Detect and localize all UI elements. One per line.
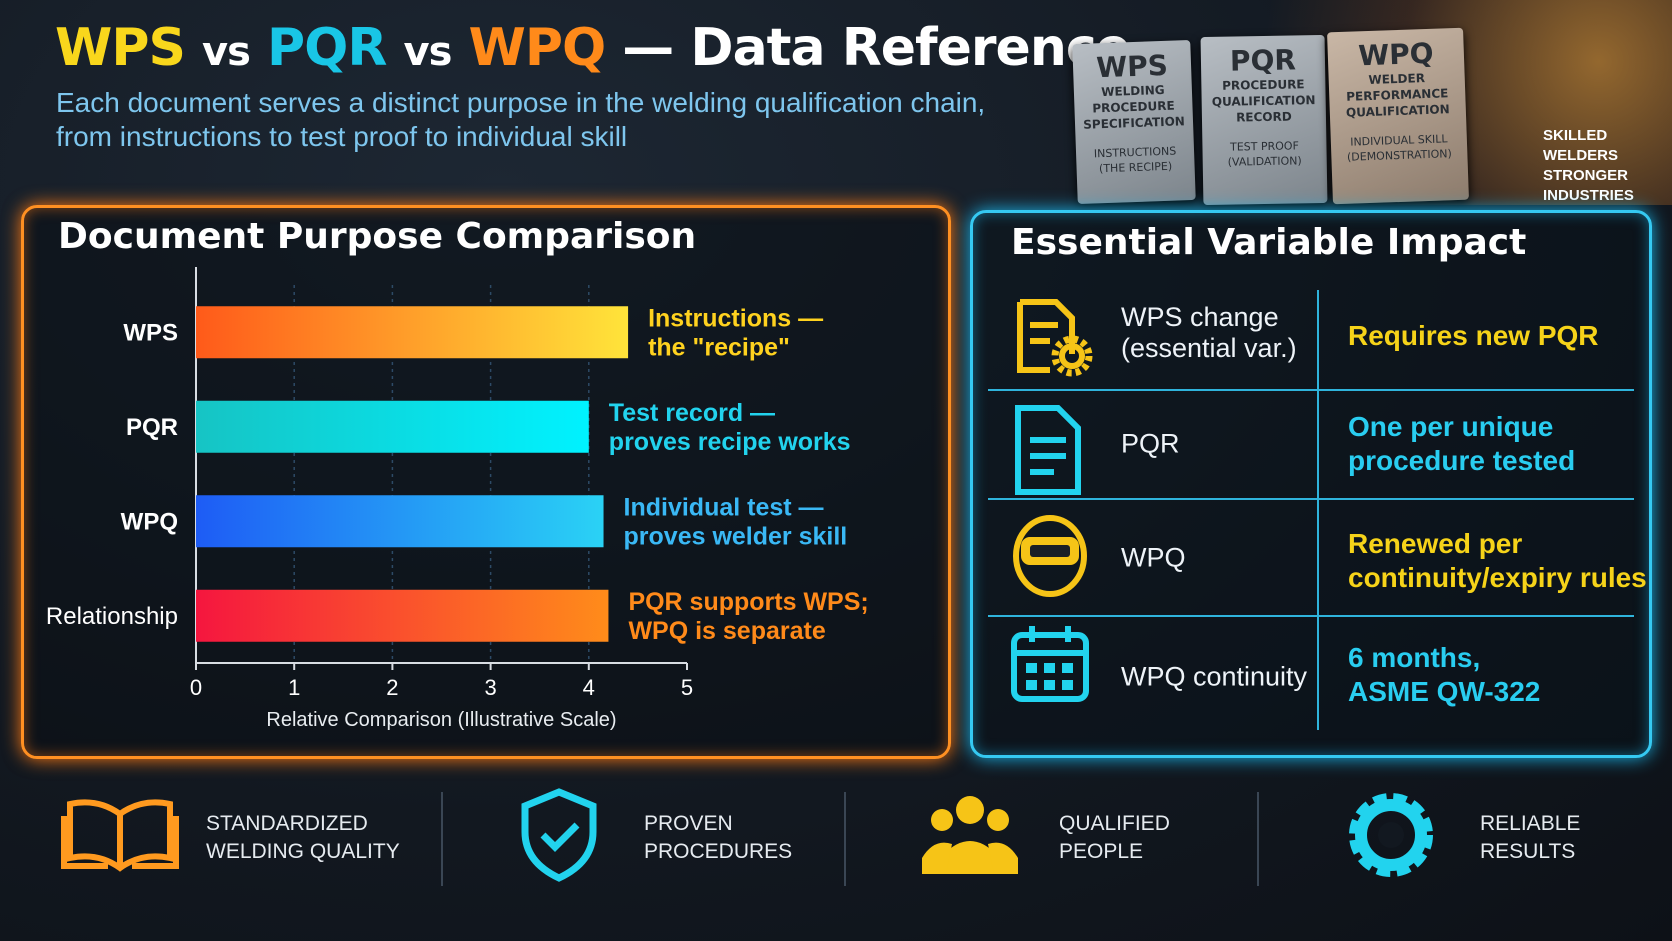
bar-annotation: the "recipe" bbox=[648, 333, 790, 361]
y-tick-label: PQR bbox=[126, 414, 178, 441]
effect-line: continuity/expiry rules bbox=[1348, 562, 1647, 593]
table-cell: WPQ bbox=[1121, 543, 1186, 574]
footer-line: PROCEDURES bbox=[644, 840, 793, 863]
effect-line: One per unique bbox=[1348, 411, 1554, 442]
shield-icon bbox=[521, 788, 597, 882]
title-part: PQR bbox=[267, 18, 387, 78]
bar-annotation: Test record — bbox=[609, 399, 775, 427]
footer-item: QUALIFIED PEOPLE bbox=[1059, 810, 1170, 866]
bar bbox=[196, 589, 609, 642]
plate-name: QUALIFICATION bbox=[1211, 93, 1316, 109]
table-effect: One per unique procedure tested bbox=[1348, 410, 1575, 478]
tagline-line: WELDERS bbox=[1543, 147, 1618, 164]
title: WPS vs PQR vs WPQ — Data Reference bbox=[55, 18, 1131, 78]
footer-line: PEOPLE bbox=[1059, 840, 1144, 863]
footer-line: WELDING QUALITY bbox=[206, 840, 400, 863]
x-tick-label: 1 bbox=[288, 675, 300, 700]
bar bbox=[196, 306, 629, 359]
effect-line: Renewed per bbox=[1348, 528, 1523, 559]
title-part: vs bbox=[403, 29, 453, 75]
book-icon bbox=[61, 799, 179, 872]
bar-annotation: WPQ is separate bbox=[628, 617, 825, 645]
tagline-line: SKILLED bbox=[1543, 127, 1608, 144]
footer-item: RELIABLE RESULTS bbox=[1480, 810, 1580, 866]
helmet-icon bbox=[1013, 515, 1087, 597]
x-axis-label: Relative Comparison (Illustrative Scale) bbox=[266, 709, 616, 731]
x-tick-label: 2 bbox=[386, 675, 398, 700]
table-effect: Requires new PQR bbox=[1348, 319, 1599, 353]
subtitle: Each document serves a distinct purpose … bbox=[56, 86, 1086, 154]
bar-annotation: proves recipe works bbox=[609, 428, 851, 456]
title-part: — Data Reference bbox=[622, 18, 1131, 78]
people-icon bbox=[922, 796, 1018, 874]
chart-panel bbox=[21, 205, 951, 759]
footer-line: RELIABLE bbox=[1480, 812, 1581, 835]
chart: 0 1 2 3 4 5 Relative Comparison (Illustrative … bbox=[46, 267, 869, 731]
effect-line: Requires new PQR bbox=[1348, 320, 1599, 351]
plate: WPS WELDING PROCEDURE SPECIFICATION INST… bbox=[1072, 39, 1196, 205]
tagline: SKILLED WELDERS STRONGER INDUSTRIES bbox=[1543, 126, 1634, 206]
plate-code: PQR bbox=[1229, 43, 1297, 78]
tagline-line: STRONGER bbox=[1543, 167, 1629, 184]
plate-name: RECORD bbox=[1236, 109, 1292, 125]
title-part: WPS bbox=[55, 18, 186, 78]
title-part: vs bbox=[202, 29, 251, 75]
table-cell: WPQ continuity bbox=[1121, 662, 1307, 693]
table-effect: 6 months, ASME QW-322 bbox=[1348, 641, 1540, 709]
chart-title: Document Purpose Comparison bbox=[58, 216, 697, 257]
subtitle-line: from instructions to test proof to indiv… bbox=[56, 121, 628, 152]
footer-line: PROVEN bbox=[644, 812, 733, 835]
x-tick-label: 4 bbox=[583, 675, 595, 700]
doc-gear-icon bbox=[1017, 299, 1093, 377]
bar bbox=[196, 495, 604, 548]
effect-line: 6 months, bbox=[1348, 642, 1481, 673]
bar-annotation: Individual test — bbox=[624, 493, 824, 521]
table-effect: Renewed per continuity/expiry rules bbox=[1348, 527, 1647, 595]
footer-line: STANDARDIZED bbox=[206, 812, 368, 835]
footer-item: STANDARDIZED WELDING QUALITY bbox=[206, 810, 400, 866]
footer-item: PROVEN PROCEDURES bbox=[644, 810, 792, 866]
document-icon bbox=[1015, 405, 1081, 495]
bar bbox=[196, 400, 589, 453]
cell-line: PQR bbox=[1121, 428, 1180, 459]
subtitle-line: Each document serves a distinct purpose … bbox=[56, 87, 986, 118]
cell-line: WPS change bbox=[1121, 302, 1279, 332]
y-tick-label: WPQ bbox=[121, 508, 178, 535]
effect-line: ASME QW-322 bbox=[1348, 676, 1541, 707]
cell-line: WPQ continuity bbox=[1121, 661, 1308, 692]
tagline-line: INDUSTRIES bbox=[1543, 187, 1634, 204]
table-lines bbox=[988, 290, 1634, 730]
footer-icons bbox=[61, 788, 1433, 886]
plate: WPQ WELDER PERFORMANCE QUALIFICATION IND… bbox=[1327, 27, 1469, 205]
x-tick-label: 5 bbox=[681, 675, 693, 700]
y-tick-label: Relationship bbox=[46, 603, 178, 630]
plate: PQR PROCEDURE QUALIFICATION RECORD TEST … bbox=[1200, 34, 1328, 206]
plate-code: WPS bbox=[1095, 48, 1169, 85]
cell-line: WPQ bbox=[1121, 542, 1186, 573]
gear-icon bbox=[1349, 793, 1433, 877]
plate-code: WPQ bbox=[1357, 36, 1435, 73]
bar-annotation: PQR supports WPS; bbox=[628, 588, 868, 616]
effect-line: procedure tested bbox=[1348, 445, 1576, 476]
x-tick-label: 0 bbox=[190, 675, 202, 700]
plate-name: SPECIFICATION bbox=[1083, 114, 1186, 132]
impact-title: Essential Variable Impact bbox=[1011, 222, 1527, 263]
footer-line: QUALIFIED bbox=[1059, 812, 1170, 835]
table-cell: WPS change (essential var.) bbox=[1121, 302, 1297, 364]
title-part: WPQ bbox=[468, 18, 607, 78]
footer-line: RESULTS bbox=[1480, 840, 1576, 863]
bar-annotation: proves welder skill bbox=[624, 522, 848, 550]
plate-note: (VALIDATION) bbox=[1227, 154, 1302, 169]
table-cell: PQR bbox=[1121, 429, 1180, 460]
bar-annotation: Instructions — bbox=[648, 304, 823, 332]
cell-line: (essential var.) bbox=[1121, 333, 1297, 363]
x-tick-label: 3 bbox=[484, 675, 496, 700]
plate-name: QUALIFICATION bbox=[1345, 102, 1450, 120]
y-tick-label: WPS bbox=[123, 319, 178, 346]
calendar-icon bbox=[1011, 626, 1089, 702]
